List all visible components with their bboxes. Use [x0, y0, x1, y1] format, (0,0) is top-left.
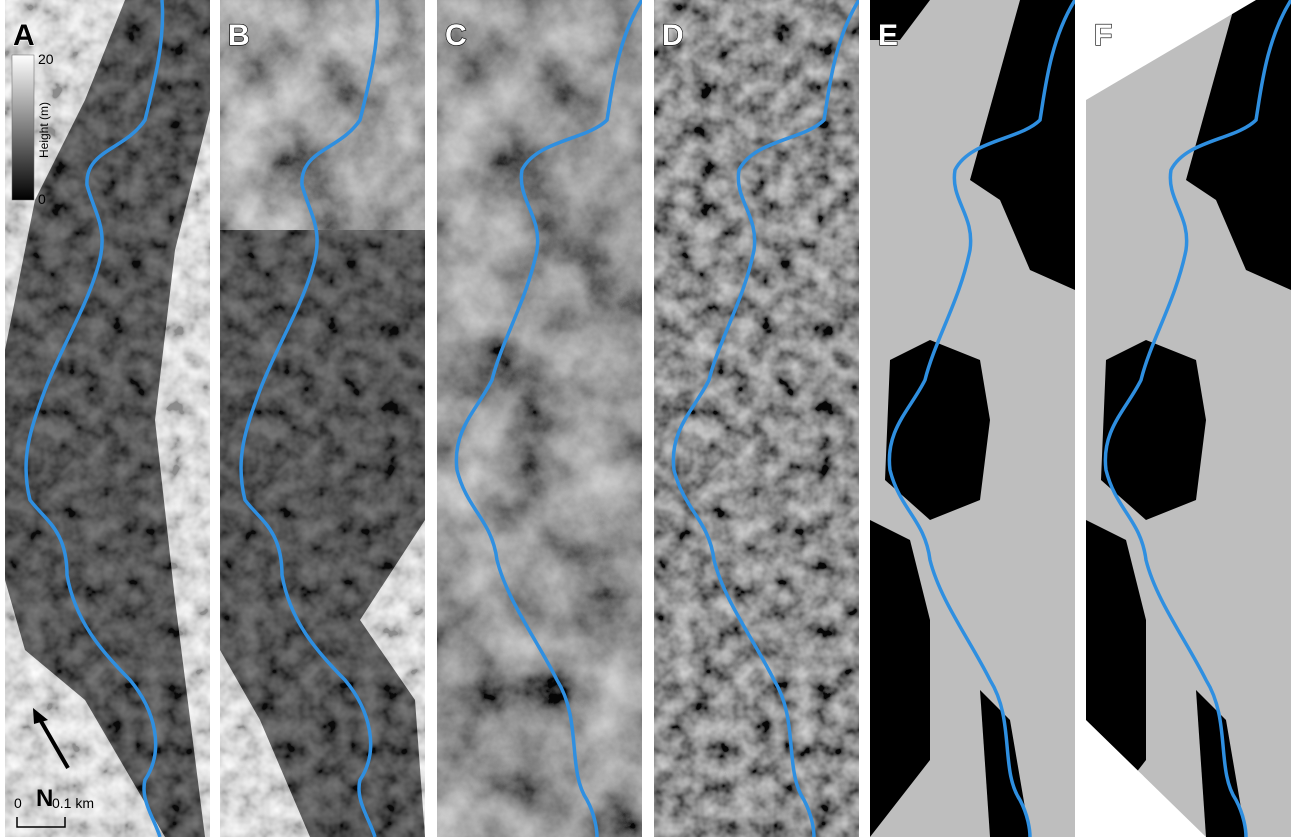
map-panel: B	[220, 0, 425, 837]
river	[454, 0, 642, 837]
map-panel: D	[654, 0, 859, 837]
scale-bar: 0 0.1 km	[14, 795, 94, 828]
panel-label: F	[1094, 19, 1112, 52]
panel-label: E	[878, 19, 898, 52]
panels: A B C D E F	[5, 0, 1291, 837]
height-colorbar	[11, 54, 35, 201]
panel-label: D	[662, 19, 684, 52]
panel-body	[220, 0, 425, 837]
legend-min: 0	[38, 191, 46, 207]
north-label: N	[36, 785, 53, 812]
panel-label: B	[228, 19, 250, 52]
scale-bar-line	[16, 817, 66, 828]
map-panel: F	[1086, 0, 1291, 837]
panel-body	[654, 0, 859, 837]
scale-start: 0	[14, 795, 22, 811]
nodata	[1086, 720, 1206, 837]
river	[239, 0, 380, 837]
map-panel: A	[5, 0, 210, 837]
panel-body	[437, 0, 642, 837]
river	[1103, 0, 1291, 837]
panel-body	[870, 0, 1075, 837]
north-arrow-line	[36, 715, 70, 769]
nodata	[1086, 0, 1256, 100]
legend: 20 0 Height (m)	[11, 51, 54, 207]
panel-body	[1086, 0, 1291, 837]
map-panel: E	[870, 0, 1075, 837]
land-patch	[870, 0, 930, 40]
north-arrow-head	[33, 708, 48, 724]
land-patch	[885, 340, 990, 520]
canopy	[220, 0, 425, 230]
map-panel: C	[437, 0, 642, 837]
panel-label: A	[13, 19, 35, 52]
land-patch	[1196, 690, 1246, 837]
terrain-texture	[5, 0, 210, 837]
legend-max: 20	[38, 51, 54, 67]
land-patch	[980, 690, 1030, 837]
north-arrow: N	[33, 708, 70, 812]
panel-label: C	[445, 19, 467, 52]
legend-title: Height (m)	[37, 102, 51, 158]
river	[24, 0, 165, 837]
land-patch	[1101, 340, 1206, 520]
land-patch	[870, 520, 930, 837]
river	[671, 0, 859, 837]
river	[887, 0, 1075, 837]
panel-body	[5, 0, 210, 837]
scale-end: 0.1 km	[52, 795, 94, 811]
imagery-texture	[654, 0, 859, 837]
imagery-texture	[437, 0, 642, 837]
